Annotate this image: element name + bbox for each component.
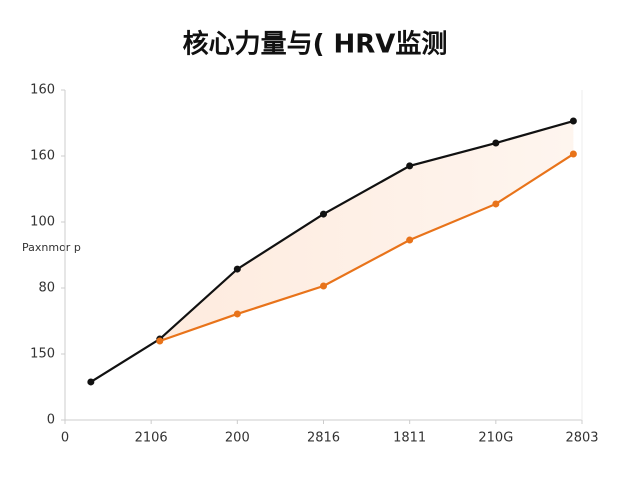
point <box>406 236 414 244</box>
x-tick-label: 1811 <box>393 431 426 446</box>
y-axis-label: Paxnmor p <box>22 241 81 254</box>
y-tick-label: 0 <box>47 413 55 428</box>
x-tick-label: 2816 <box>307 431 340 446</box>
point <box>569 117 577 125</box>
x-tick-label: 200 <box>225 431 250 446</box>
point <box>233 265 241 273</box>
x-tick-label: 2803 <box>565 431 598 446</box>
area-fill <box>159 121 574 342</box>
y-tick-label: 160 <box>30 83 55 98</box>
y-tick-label: 100 <box>30 215 55 230</box>
point <box>320 210 327 218</box>
y-tick-label: 80 <box>38 281 55 296</box>
point <box>492 139 500 147</box>
point <box>233 310 241 318</box>
y-tick-label: 150 <box>30 347 55 362</box>
point <box>156 337 164 345</box>
point <box>492 200 500 208</box>
chart-title: 核心力量与( HRV监测 <box>183 29 448 60</box>
y-tick-label: 160 <box>30 149 55 164</box>
point <box>569 150 577 158</box>
x-tick-label: 0 <box>61 431 69 446</box>
point <box>406 162 414 170</box>
point <box>320 282 327 290</box>
point <box>87 378 95 386</box>
series-line <box>159 153 574 343</box>
x-tick-label: 210G <box>478 431 513 446</box>
x-tick-label: 2106 <box>135 431 168 446</box>
